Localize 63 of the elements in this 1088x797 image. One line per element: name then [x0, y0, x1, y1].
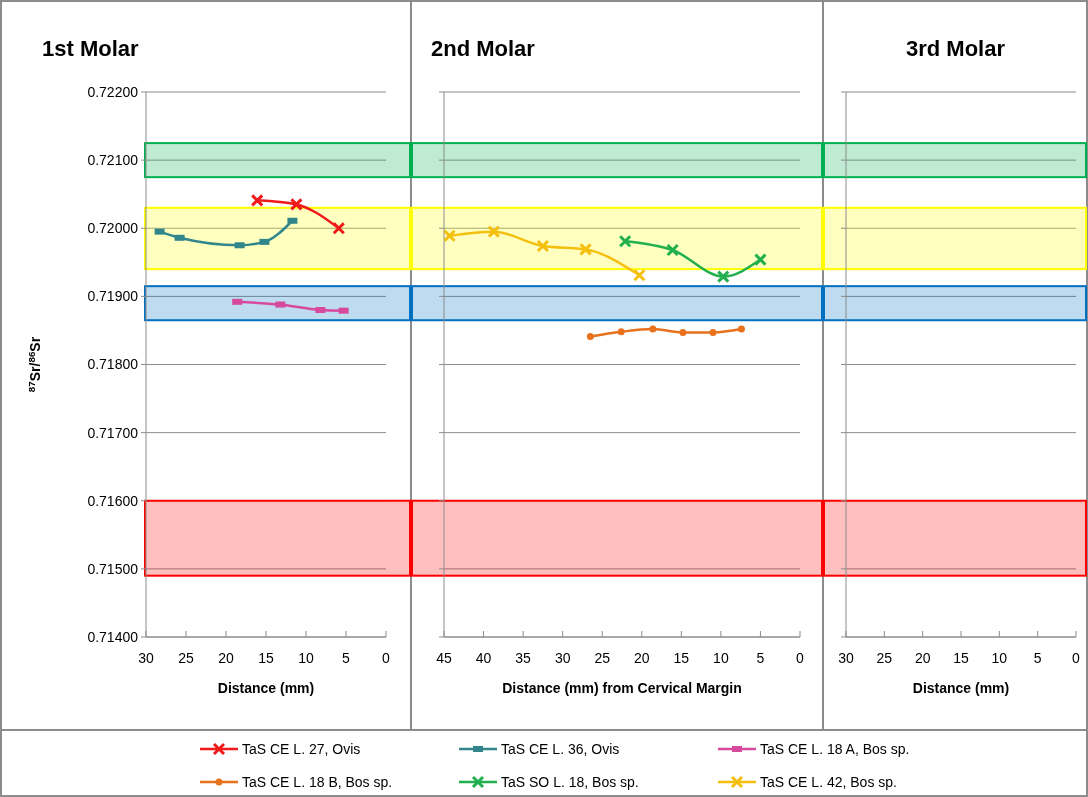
point	[579, 242, 593, 256]
x-tick-label: 15	[673, 650, 690, 666]
y-tick-label: 0.72200	[87, 83, 139, 100]
y-tick-label: 0.71700	[87, 424, 139, 441]
point	[666, 243, 680, 257]
legend-label: TaS CE L. 36, Ovis	[501, 740, 620, 757]
y-tick-label: 0.72100	[87, 152, 139, 169]
x-tick-label: 10	[298, 650, 314, 666]
chart-title: 1st Molar	[42, 36, 140, 61]
x-tick-label: 5	[756, 650, 765, 666]
x-tick-label: 0	[1072, 650, 1081, 666]
x-tick-label: 40	[475, 650, 492, 666]
x-tick-label: 20	[633, 650, 650, 666]
x-tick-label: 20	[218, 650, 234, 666]
x-tick-label: 45	[436, 650, 452, 666]
point	[716, 270, 730, 284]
y-tick-label: 0.71500	[87, 560, 139, 577]
point	[586, 333, 594, 341]
point	[487, 225, 501, 239]
y-tick-label: 0.71600	[87, 492, 139, 509]
y-tick-label: 0.71800	[87, 356, 139, 373]
point	[250, 193, 264, 207]
x-tick-label: 25	[594, 650, 611, 666]
x-axis-title: Distance (mm)	[217, 680, 315, 696]
x-axis-title: Distance (mm)	[912, 680, 1010, 696]
y-tick-label: 0.71900	[87, 288, 139, 305]
point	[618, 234, 632, 248]
x-tick-label: 35	[515, 650, 532, 666]
legend-label: TaS CE L. 18 B, Bos sp.	[242, 773, 393, 790]
legend-label: TaS SO L. 18, Bos sp.	[501, 773, 639, 790]
x-tick-label: 10	[991, 650, 1008, 666]
point	[332, 221, 346, 235]
x-tick-label: 30	[138, 650, 154, 666]
y-tick-label: 0.71400	[87, 628, 139, 645]
point	[753, 253, 767, 267]
legend-label: TaS CE L. 18 A, Bos sp.	[760, 740, 910, 757]
x-tick-label: 10	[713, 650, 729, 666]
legend-label: TaS CE L. 42, Bos sp.	[760, 773, 897, 790]
legend-label: TaS CE L. 27, Ovis	[242, 740, 361, 757]
point	[443, 229, 457, 243]
x-tick-label: 30	[554, 650, 571, 666]
x-tick-label: 0	[796, 650, 805, 666]
chart-title: 3rd Molar	[905, 36, 1006, 61]
x-tick-label: 5	[342, 650, 351, 666]
x-tick-label: 15	[953, 650, 969, 666]
point	[536, 239, 550, 253]
x-tick-label: 30	[838, 650, 854, 666]
point	[649, 325, 657, 333]
point	[617, 328, 625, 336]
x-tick-label: 5	[1033, 650, 1042, 666]
point	[679, 328, 687, 336]
x-tick-label: 0	[382, 650, 391, 666]
point	[709, 328, 717, 336]
chart-title: 2nd Molar	[431, 36, 536, 61]
point	[632, 268, 646, 282]
point	[289, 197, 303, 211]
x-axis-title: Distance (mm) from Cervical Margin	[502, 680, 742, 696]
x-tick-label: 25	[178, 650, 194, 666]
point	[737, 325, 745, 333]
x-tick-label: 15	[258, 650, 274, 666]
x-tick-label: 20	[914, 650, 931, 666]
x-tick-label: 25	[876, 650, 893, 666]
y-tick-label: 0.72000	[87, 220, 139, 237]
